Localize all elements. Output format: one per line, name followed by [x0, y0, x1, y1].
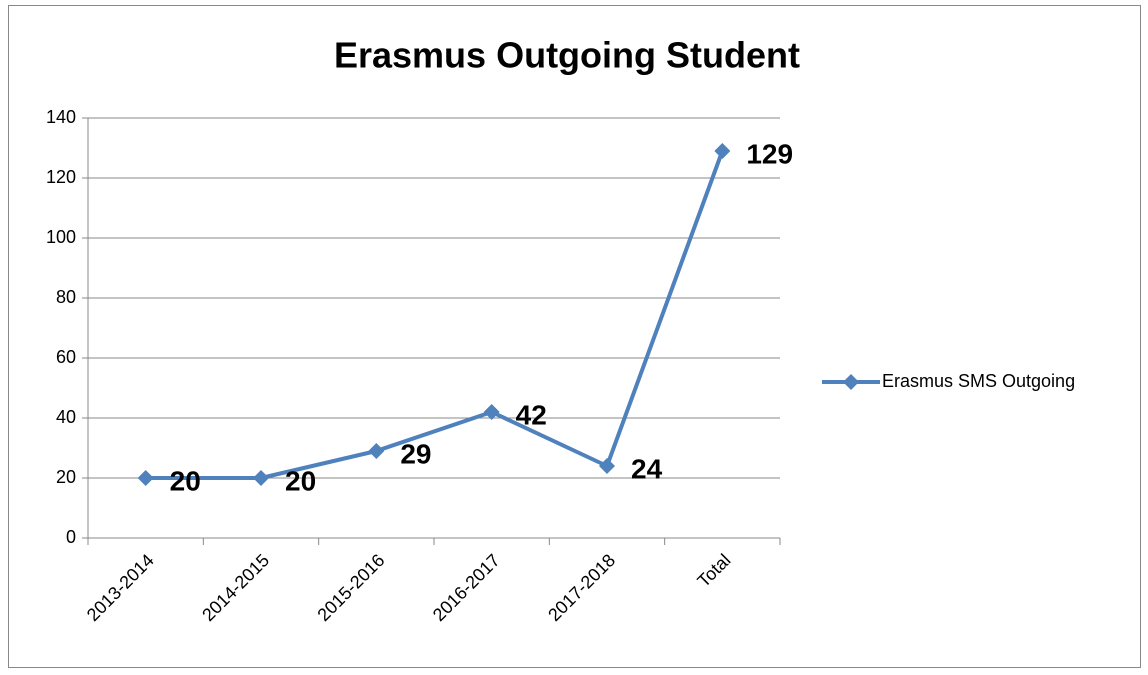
data-point — [483, 404, 500, 420]
data-label: 42 — [516, 399, 547, 430]
legend-label: Erasmus SMS Outgoing — [882, 371, 1075, 391]
data-point — [368, 443, 385, 459]
chart-frame — [8, 5, 1141, 668]
data-point — [714, 143, 731, 159]
data-point — [137, 470, 154, 486]
legend-marker — [843, 374, 859, 390]
y-tick-label: 100 — [46, 227, 76, 247]
data-point — [253, 470, 269, 486]
series-line — [145, 150, 725, 480]
data-point — [599, 458, 615, 474]
data-label: 20 — [285, 465, 316, 496]
data-label: 29 — [400, 438, 431, 469]
data-label: 129 — [746, 138, 793, 169]
y-tick-label: 0 — [66, 527, 76, 547]
y-tick-label: 60 — [56, 347, 76, 367]
y-tick-label: 80 — [56, 287, 76, 307]
y-tick-label: 20 — [56, 467, 76, 487]
data-label: 20 — [170, 465, 201, 496]
chart-title: Erasmus Outgoing Student — [334, 35, 800, 76]
y-tick-label: 40 — [56, 407, 76, 427]
data-label: 24 — [631, 453, 663, 484]
y-tick-label: 120 — [46, 167, 76, 187]
y-tick-label: 140 — [46, 107, 76, 127]
